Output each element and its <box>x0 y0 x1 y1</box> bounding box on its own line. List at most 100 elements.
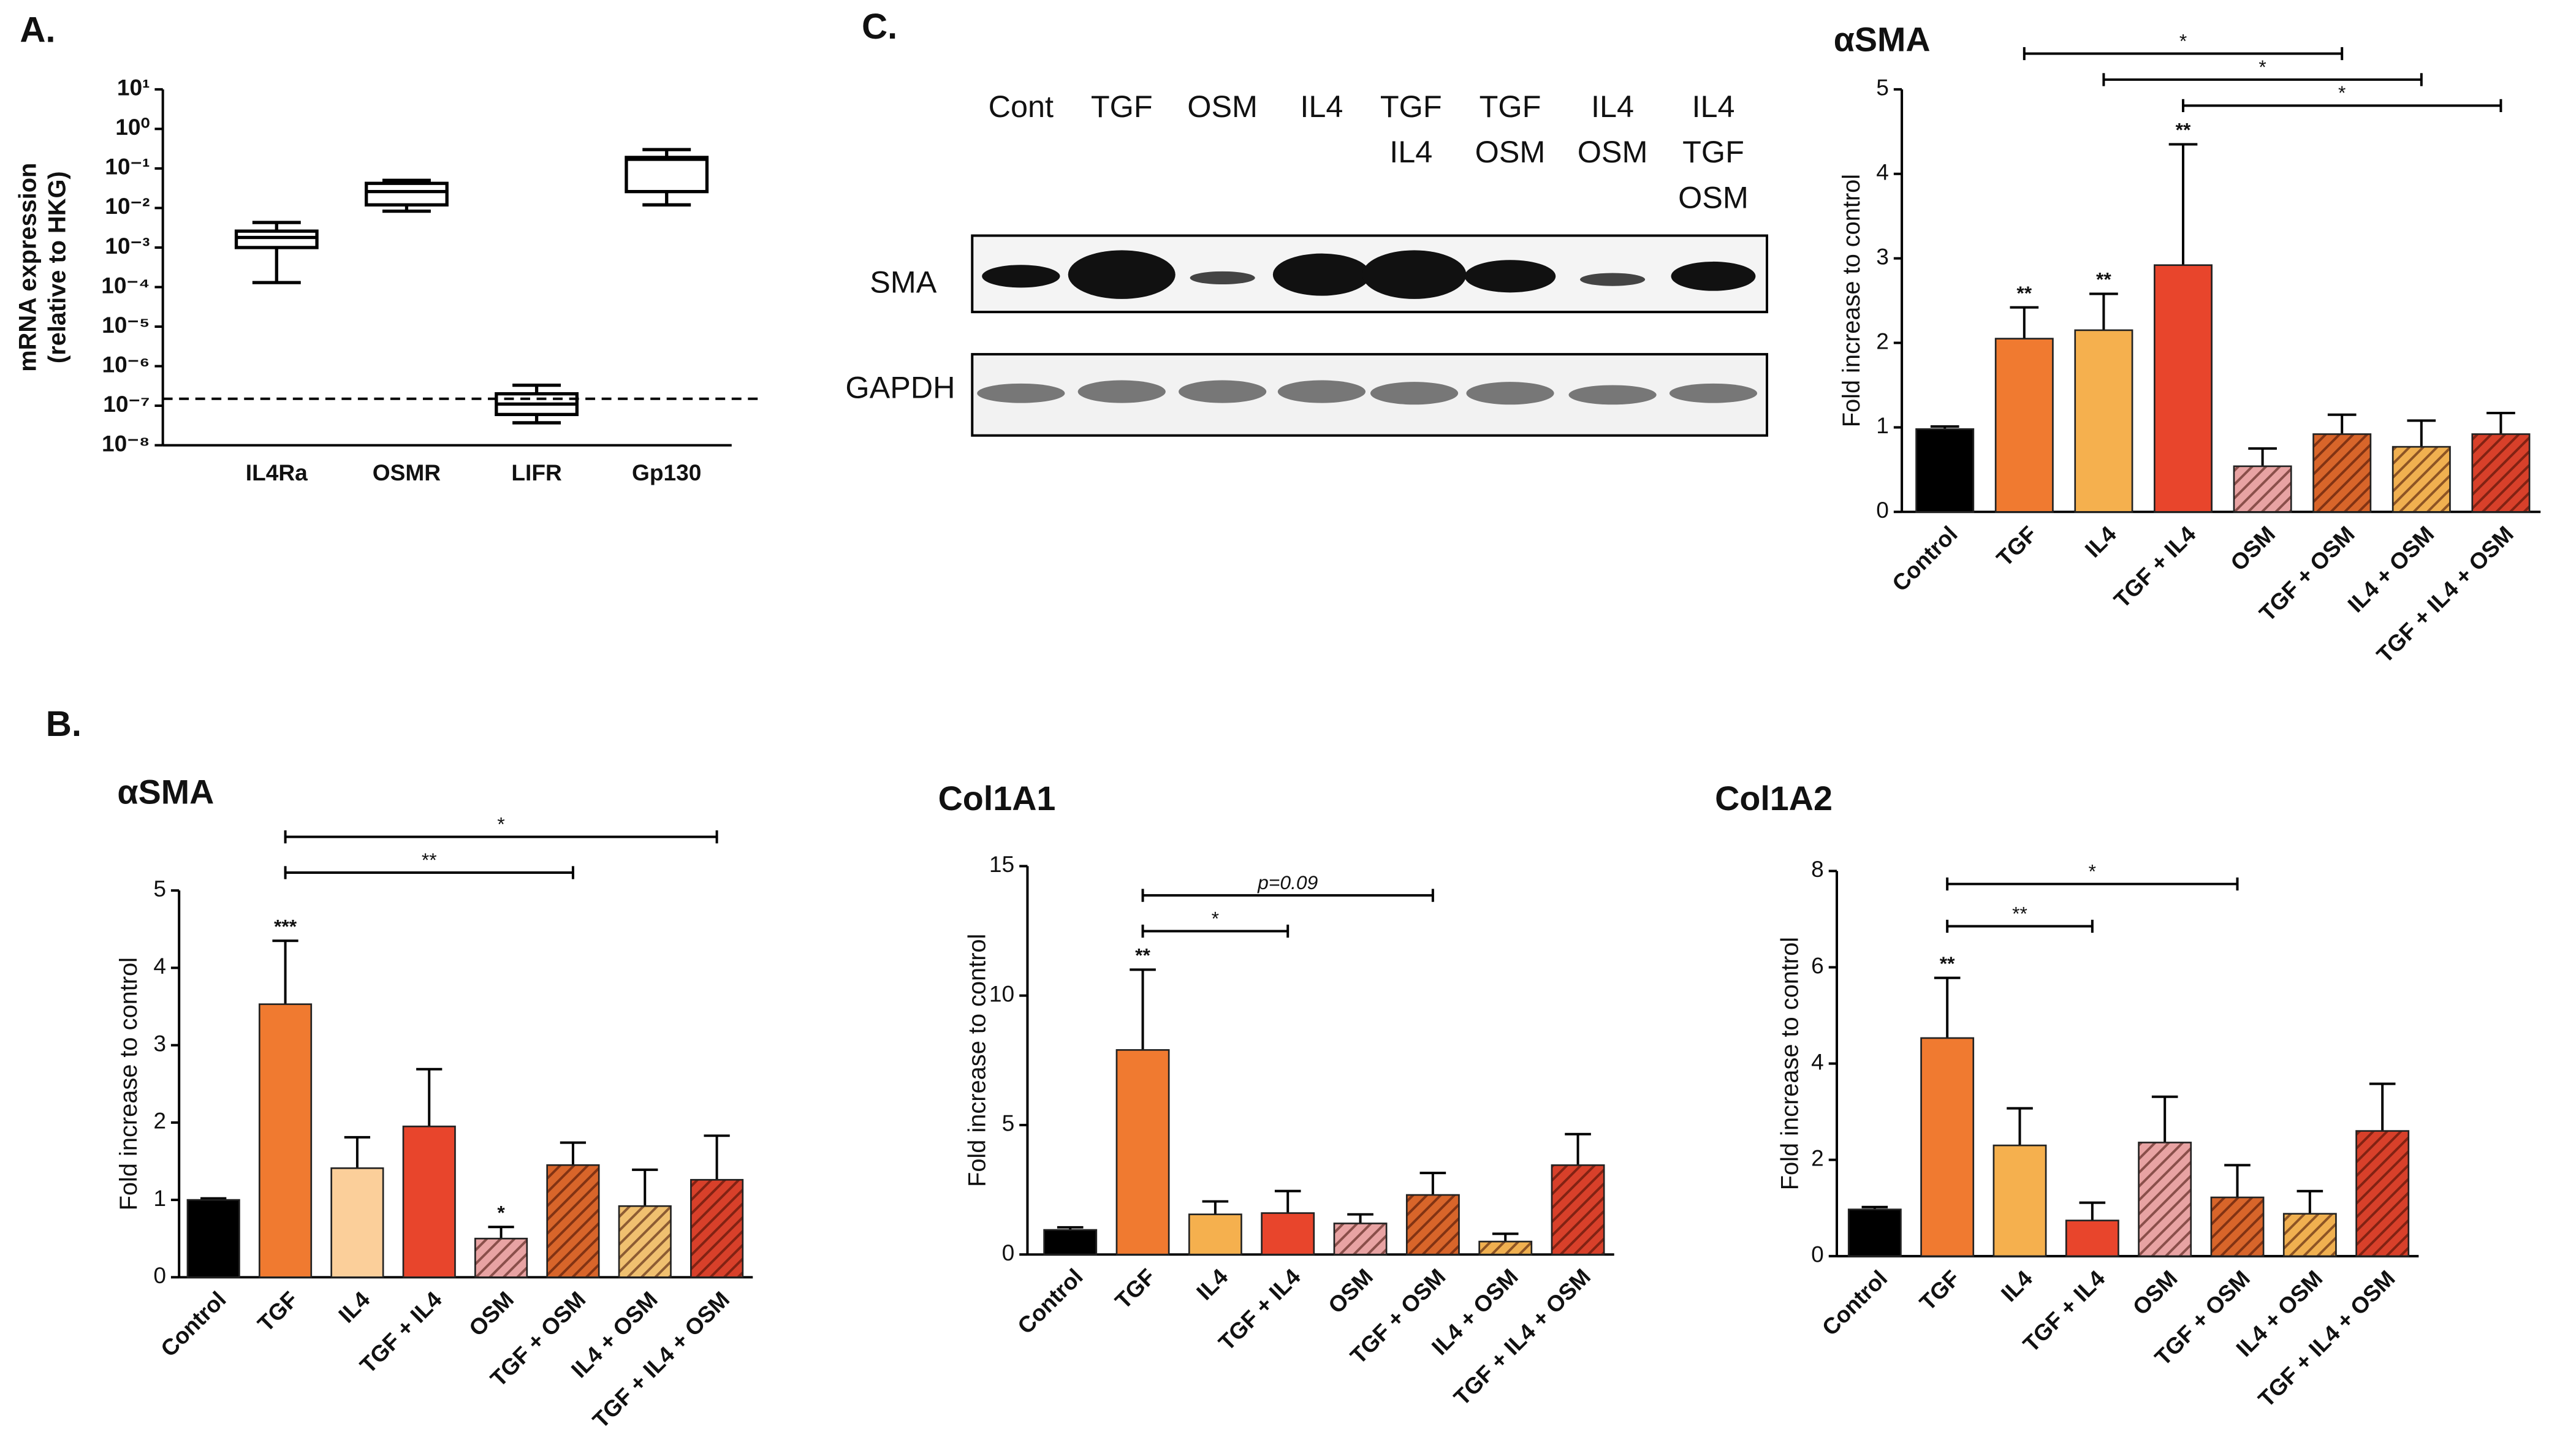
box <box>234 229 319 249</box>
bar <box>330 1167 384 1278</box>
y-tick-label: 10 <box>989 980 1014 1006</box>
bar <box>1405 1194 1460 1256</box>
x-tick-label: TGF <box>1991 521 2042 571</box>
lane-label: TGF <box>1480 89 1541 124</box>
lane-label: OSM <box>1678 180 1749 214</box>
significance-label: ** <box>1940 952 1955 974</box>
x-tick-label: IL4 <box>1996 1265 2037 1306</box>
comparison-label: ** <box>422 849 437 871</box>
chart-title: Col1A1 <box>938 779 1056 817</box>
x-tick-label: TGF + IL4 <box>2109 521 2201 613</box>
y-tick-label: 15 <box>989 851 1014 877</box>
lane-label: IL4 <box>1692 89 1734 124</box>
y-tick-label: 10⁻² <box>105 193 150 219</box>
comparison-label: * <box>2258 56 2266 78</box>
chart-title: αSMA <box>1834 21 1931 59</box>
bar <box>1478 1240 1533 1256</box>
x-tick-label: OSM <box>2225 521 2280 575</box>
bar <box>2391 446 2451 513</box>
x-tick-label: IL4 <box>2080 521 2121 563</box>
comparison-label: * <box>497 813 504 835</box>
bar <box>2471 433 2531 513</box>
bar <box>1847 1208 1902 1257</box>
significance-label: ** <box>2096 268 2111 290</box>
x-tick-label: TGF <box>1110 1264 1160 1314</box>
y-tick-label: 0 <box>1811 1242 1824 1267</box>
y-tick-label: 5 <box>153 876 166 901</box>
x-tick-label: IL4 <box>333 1286 375 1328</box>
lane-label: Cont <box>989 89 1054 124</box>
lane-label: OSM <box>1475 134 1546 169</box>
y-tick-label: 10⁻¹ <box>105 154 150 180</box>
significance-label: * <box>497 1201 505 1223</box>
y-tick-label: 10⁻³ <box>105 233 150 259</box>
y-tick-label: 10⁻⁴ <box>101 272 150 298</box>
x-tick-label: OSM <box>1323 1264 1378 1318</box>
lane-label: TGF <box>1682 134 1744 169</box>
y-axis-label: (relative to HKG) <box>44 171 70 363</box>
sma-bands <box>982 250 1756 299</box>
bar <box>1333 1223 1388 1256</box>
bar <box>1915 428 1975 513</box>
y-axis-label: Fold increase to control <box>115 957 142 1210</box>
x-tick-label: Control <box>156 1286 231 1362</box>
y-tick-label: 0 <box>153 1262 166 1288</box>
x-tick-label: OSM <box>2127 1265 2182 1320</box>
bar <box>546 1164 600 1278</box>
lane-label: OSM <box>1578 134 1648 169</box>
blot-row-label: SMA <box>870 264 937 299</box>
lane-label: IL4 <box>1300 89 1343 124</box>
y-tick-label: 1 <box>1876 412 1889 438</box>
bar <box>1261 1212 1315 1256</box>
bar <box>186 1199 240 1278</box>
significance-label: ** <box>2016 282 2032 304</box>
y-tick-label: 0 <box>1002 1240 1015 1265</box>
x-tick-label: OSM <box>464 1286 519 1341</box>
bar <box>2282 1213 2337 1257</box>
y-tick-label: 10⁻⁷ <box>103 391 150 417</box>
bar <box>1920 1037 1975 1257</box>
comparison-label: * <box>2089 860 2096 882</box>
panel-label: B. <box>46 704 82 744</box>
y-tick-label: 1 <box>153 1185 166 1211</box>
gapdh-bands <box>977 380 1758 405</box>
x-tick-label: TGF <box>253 1286 303 1337</box>
bar <box>1188 1213 1242 1256</box>
y-tick-label: 10⁻⁵ <box>102 312 150 338</box>
y-tick-label: 10⁻⁶ <box>102 351 150 377</box>
panel-label: A. <box>20 10 55 50</box>
box <box>625 156 709 194</box>
x-tick-label: LIFR <box>511 460 562 485</box>
y-tick-label: 5 <box>1876 75 1889 100</box>
bar <box>2138 1142 2192 1257</box>
x-tick-label: TGF + IL4 + OSM <box>587 1286 734 1433</box>
bar <box>1992 1144 2047 1257</box>
y-tick-label: 4 <box>153 953 166 979</box>
panel-label: C. <box>862 7 897 47</box>
comparison-label: * <box>2338 82 2346 104</box>
bar <box>2210 1196 2265 1257</box>
significance-label: *** <box>274 915 297 937</box>
y-tick-label: 8 <box>1811 856 1824 882</box>
bar <box>2312 433 2372 513</box>
y-axis-label: Fold increase to control <box>1838 174 1865 427</box>
bar <box>2233 465 2292 513</box>
y-axis-label: Fold increase to control <box>1776 937 1803 1190</box>
y-axis-label: Fold increase to control <box>963 934 990 1187</box>
bar <box>690 1178 744 1278</box>
bar <box>2065 1219 2119 1257</box>
y-tick-label: 4 <box>1876 159 1889 185</box>
lane-label: TGF <box>1091 89 1153 124</box>
bar <box>618 1205 672 1278</box>
x-tick-label: Control <box>1817 1265 1892 1341</box>
comparison-label: p=0.09 <box>1257 871 1318 893</box>
comparison-label: ** <box>2012 902 2027 924</box>
chart-title: Col1A2 <box>1715 779 1833 817</box>
y-tick-label: 3 <box>1876 243 1889 269</box>
y-tick-label: 10¹ <box>117 75 150 100</box>
box <box>365 181 449 207</box>
western-blot: SMA GAPDH <box>845 234 1768 437</box>
bar <box>474 1237 528 1278</box>
blot-row-label: GAPDH <box>845 370 955 405</box>
